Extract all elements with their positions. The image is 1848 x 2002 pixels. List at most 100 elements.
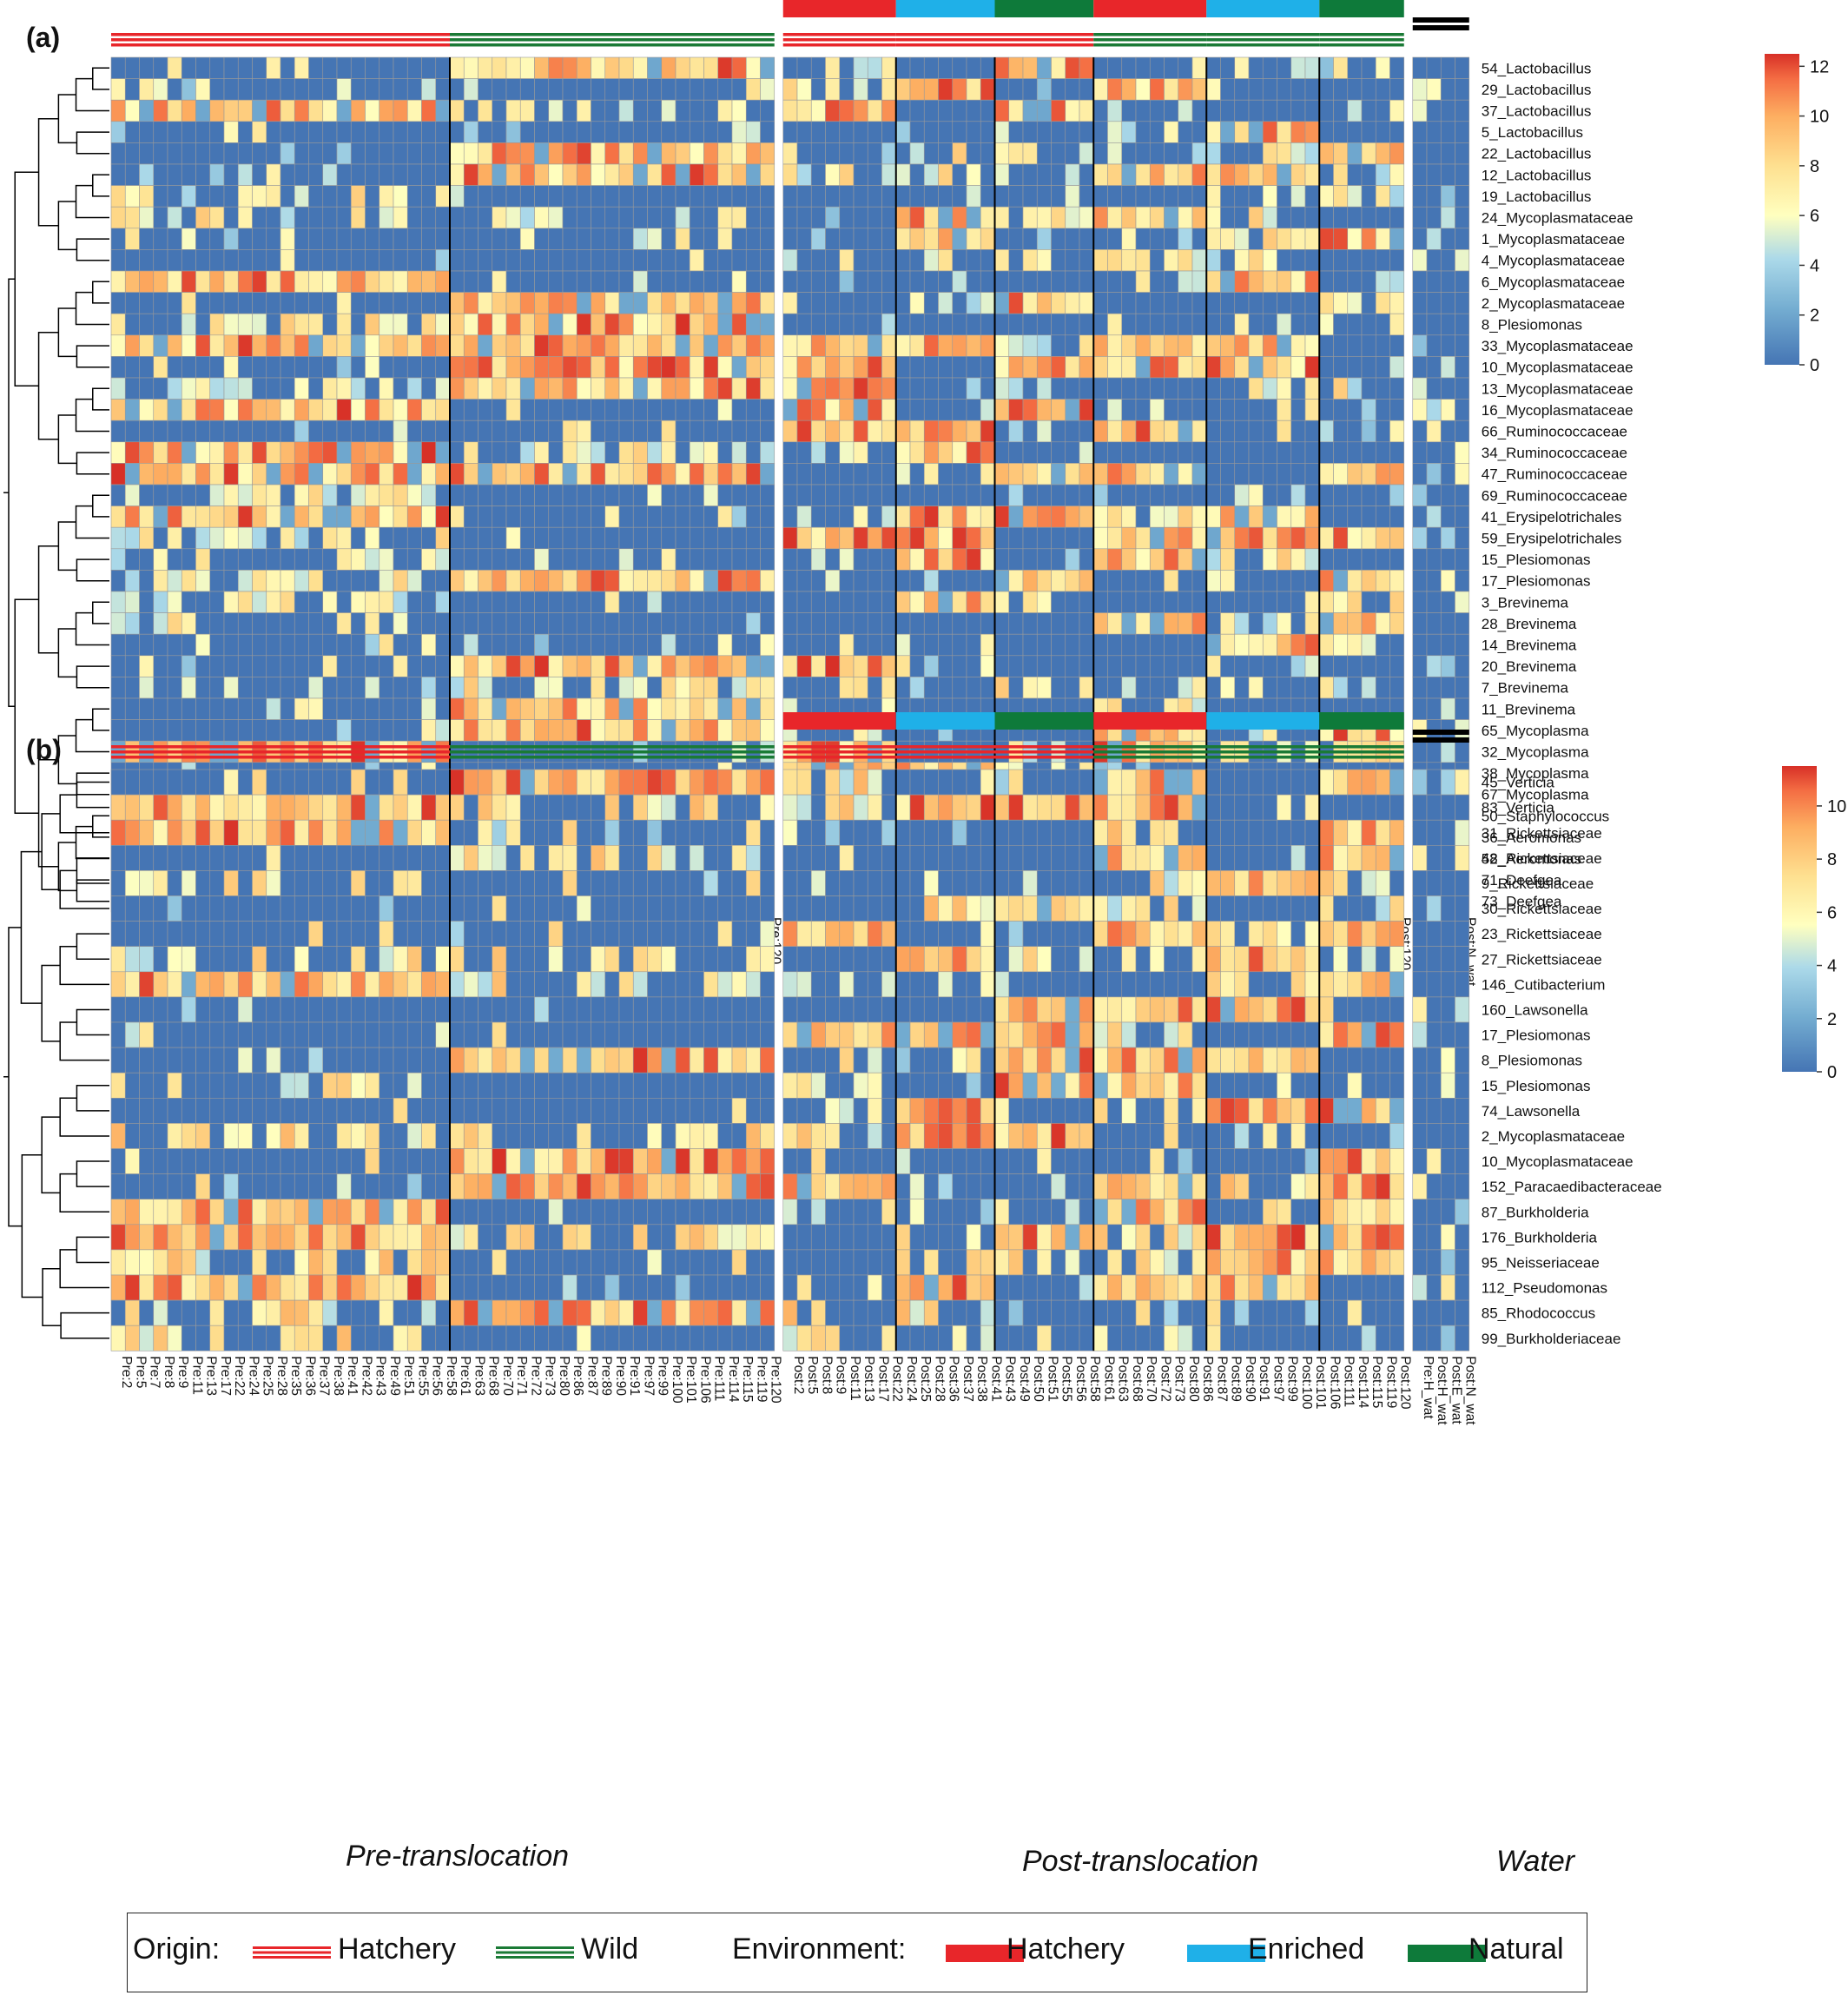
heatmap-cell bbox=[576, 56, 591, 79]
heatmap-cell bbox=[492, 377, 507, 400]
heatmap-cell bbox=[647, 769, 663, 796]
heatmap-cell bbox=[604, 996, 620, 1023]
heatmap-cell bbox=[1191, 844, 1207, 871]
row-label: 1_Mycoplasmataceae bbox=[1482, 231, 1625, 248]
heatmap-cell bbox=[308, 677, 324, 699]
heatmap-cell bbox=[661, 971, 676, 998]
heatmap-cell bbox=[1361, 356, 1376, 379]
heatmap-cell bbox=[1234, 99, 1250, 122]
heatmap-cell bbox=[406, 633, 422, 657]
heatmap-cell bbox=[881, 420, 897, 443]
heatmap-cell bbox=[280, 570, 295, 592]
heatmap-cell bbox=[223, 505, 239, 528]
heatmap-cell bbox=[350, 356, 366, 379]
heatmap-cell bbox=[1107, 895, 1123, 922]
heatmap-cell bbox=[980, 548, 995, 571]
heatmap-cell bbox=[548, 844, 564, 871]
heatmap-cell bbox=[449, 334, 465, 357]
heatmap-cell bbox=[308, 420, 324, 443]
heatmap-cell bbox=[909, 399, 925, 421]
heatmap-cell bbox=[782, 420, 798, 443]
heatmap-cell bbox=[350, 819, 366, 846]
heatmap-cell bbox=[1135, 356, 1151, 379]
heatmap-cell bbox=[1333, 655, 1349, 677]
heatmap-cell bbox=[167, 794, 182, 821]
heatmap-cell bbox=[895, 163, 911, 186]
heatmap-cell bbox=[505, 769, 521, 796]
row-label: 14_Brevinema bbox=[1482, 638, 1577, 654]
heatmap-cell bbox=[153, 844, 168, 871]
heatmap-cell bbox=[796, 921, 812, 947]
row-label: 36_Aeromonas bbox=[1482, 829, 1581, 846]
heatmap-cell bbox=[1036, 505, 1052, 528]
heatmap-cell bbox=[1333, 819, 1349, 846]
heatmap-cell bbox=[393, 946, 408, 973]
heatmap-cell bbox=[1051, 971, 1066, 998]
heatmap-cell bbox=[1135, 142, 1151, 165]
heatmap-cell bbox=[810, 655, 826, 677]
heatmap-cell bbox=[322, 399, 338, 421]
heatmap-cell bbox=[124, 548, 140, 571]
heatmap-cell bbox=[810, 633, 826, 657]
heatmap-cell bbox=[853, 526, 868, 550]
heatmap-cell bbox=[675, 844, 690, 871]
heatmap-cell bbox=[421, 655, 437, 677]
heatmap-cell bbox=[181, 185, 196, 208]
heatmap-cell bbox=[393, 548, 408, 571]
heatmap-cell bbox=[223, 971, 239, 998]
heatmap-cell bbox=[492, 142, 507, 165]
heatmap-cell bbox=[294, 356, 309, 379]
heatmap-cell bbox=[322, 819, 338, 846]
heatmap-cell bbox=[266, 356, 281, 379]
heatmap-cell bbox=[703, 99, 719, 122]
heatmap-cell bbox=[406, 819, 422, 846]
heatmap-cell bbox=[1051, 946, 1066, 973]
heatmap-cell bbox=[839, 121, 855, 143]
heatmap-cell bbox=[406, 505, 422, 528]
heatmap-cell bbox=[1178, 121, 1193, 143]
heatmap-cell bbox=[1164, 526, 1179, 550]
heatmap-cell bbox=[393, 505, 408, 528]
heatmap-cell bbox=[895, 769, 911, 796]
heatmap-cell bbox=[280, 946, 295, 973]
heatmap-cell bbox=[336, 292, 352, 314]
heatmap-cell bbox=[110, 142, 126, 165]
heatmap-cell bbox=[1440, 677, 1455, 699]
heatmap-cell bbox=[1361, 895, 1376, 922]
heatmap-cell bbox=[980, 505, 995, 528]
heatmap-cell bbox=[308, 163, 324, 186]
heatmap-cell bbox=[1149, 399, 1165, 421]
heatmap-cell bbox=[139, 505, 155, 528]
heatmap-cell bbox=[796, 142, 812, 165]
heatmap-cell bbox=[449, 946, 465, 973]
heatmap-cell bbox=[110, 463, 126, 486]
heatmap-cell bbox=[661, 677, 676, 699]
heatmap-cell bbox=[661, 142, 676, 165]
heatmap-cell bbox=[1079, 206, 1094, 229]
heatmap-cell bbox=[661, 292, 676, 314]
heatmap-cell bbox=[322, 185, 338, 208]
heatmap-cell bbox=[717, 420, 733, 443]
heatmap-cell bbox=[1164, 677, 1179, 699]
heatmap-cell bbox=[449, 441, 465, 464]
heatmap-cell bbox=[1412, 399, 1428, 421]
heatmap-cell bbox=[1389, 870, 1405, 896]
heatmap-cell bbox=[1426, 206, 1442, 229]
heatmap-cell bbox=[731, 526, 747, 550]
heatmap-cell bbox=[1440, 313, 1455, 336]
panel-label-a: (a) bbox=[26, 22, 60, 53]
heatmap-cell bbox=[167, 163, 182, 186]
heatmap-cell bbox=[825, 971, 841, 998]
heatmap-cell bbox=[1361, 441, 1376, 464]
heatmap-cell bbox=[110, 1021, 126, 1048]
heatmap-cell bbox=[994, 505, 1010, 528]
heatmap-cell bbox=[1248, 971, 1264, 998]
heatmap-cell bbox=[1149, 356, 1165, 379]
heatmap-cell bbox=[336, 484, 352, 506]
heatmap-cell bbox=[181, 1021, 196, 1048]
heatmap-cell bbox=[124, 870, 140, 896]
heatmap-cell bbox=[1389, 356, 1405, 379]
heatmap-cell bbox=[1262, 121, 1277, 143]
heatmap-cell bbox=[534, 548, 550, 571]
heatmap-cell bbox=[604, 356, 620, 379]
